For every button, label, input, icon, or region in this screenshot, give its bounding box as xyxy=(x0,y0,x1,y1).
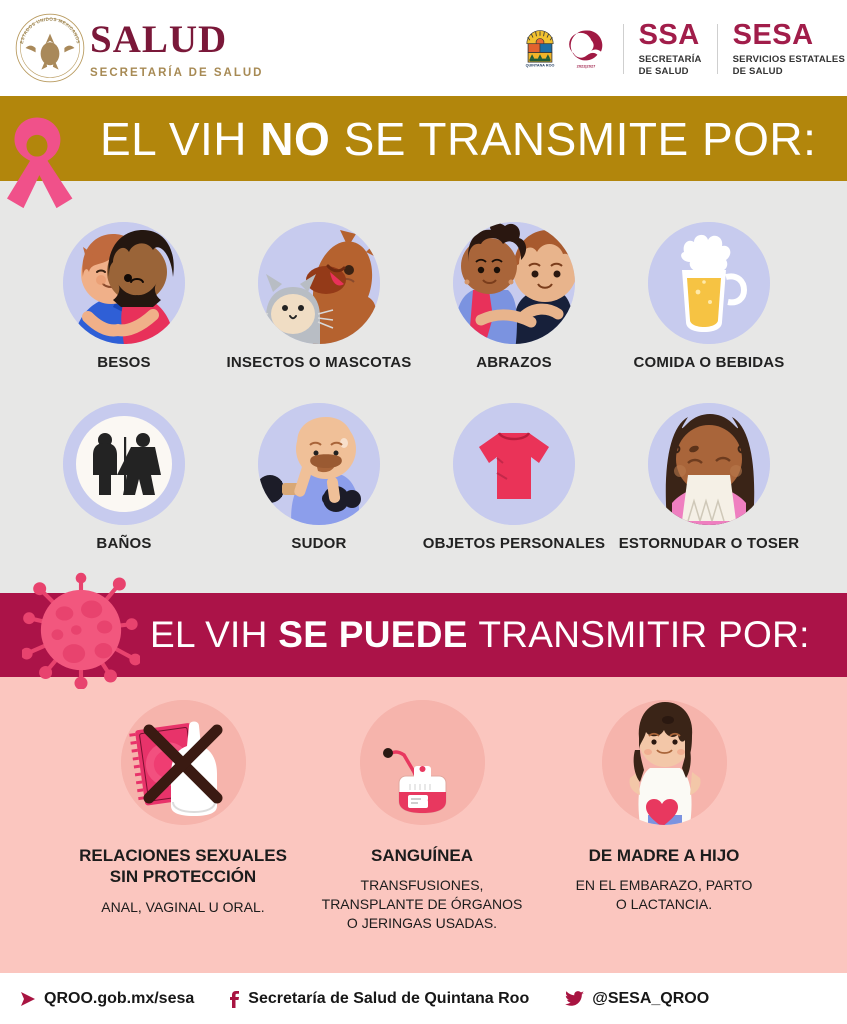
svg-text:2022|2027: 2022|2027 xyxy=(576,63,595,68)
svg-text:QUINTANA ROO: QUINTANA ROO xyxy=(525,64,554,68)
